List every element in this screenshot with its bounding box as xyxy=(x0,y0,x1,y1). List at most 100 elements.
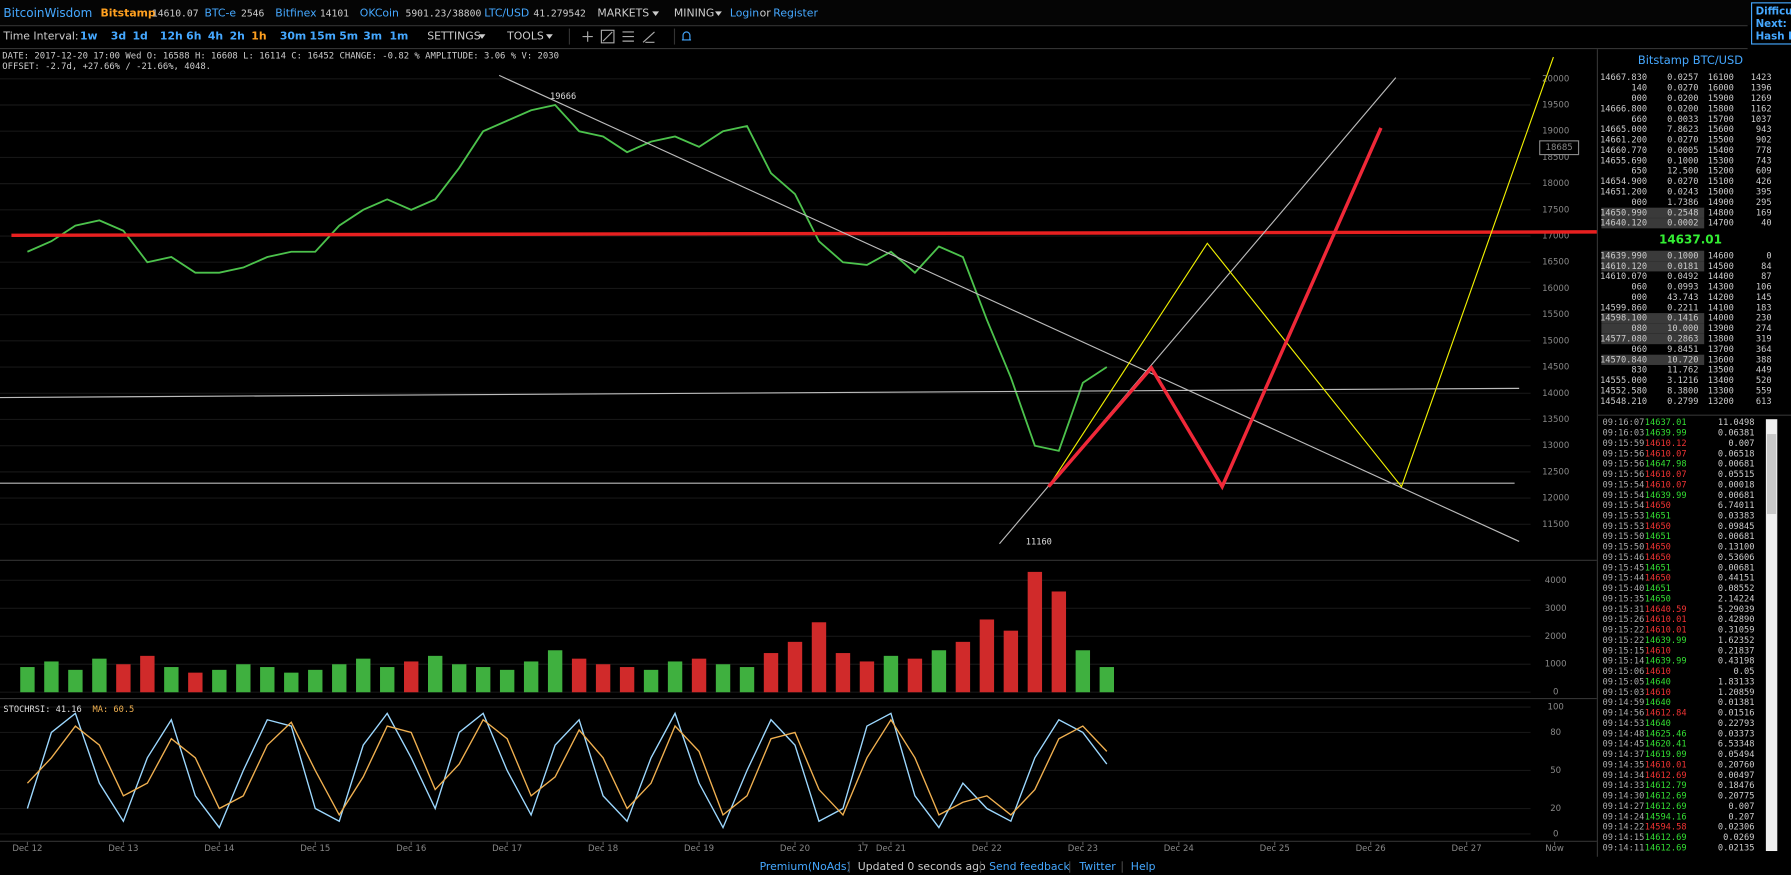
trade-time: 09:15:53 xyxy=(1603,522,1645,532)
trade-time: 09:15:22 xyxy=(1603,626,1645,636)
trade-price: 14594.58 xyxy=(1645,823,1687,833)
book-price: 060 xyxy=(1631,345,1647,355)
book-amount: 0.0005 xyxy=(1667,146,1698,156)
interval-button[interactable]: 30m xyxy=(280,30,306,43)
volume-bar xyxy=(955,641,971,693)
interval-button[interactable]: 1m xyxy=(389,30,408,43)
x-tick-label: Dec 25 xyxy=(1260,844,1290,854)
interval-group: 1w 3d 1d 12h 6h 4h 2h 1h 30m 15m 5m 3m 1m xyxy=(80,30,408,43)
book-level: 15900 xyxy=(1708,94,1734,104)
interval-button[interactable]: 3m xyxy=(363,30,382,43)
trade-price: 14610.01 xyxy=(1645,615,1687,625)
trade-price: 14610.07 xyxy=(1645,480,1687,490)
draw-tool-icon[interactable] xyxy=(642,31,655,43)
trade-time: 09:15:53 xyxy=(1603,511,1645,521)
or-text: or xyxy=(760,7,772,20)
book-price: 14655.690 xyxy=(1600,156,1647,166)
footer-link[interactable]: Premium(NoAds) xyxy=(760,860,851,873)
trade-price: 14612.69 xyxy=(1645,843,1687,853)
line-tool-icon[interactable] xyxy=(600,29,615,44)
volume-bar xyxy=(835,653,851,693)
ticker-name[interactable]: Bitfinex xyxy=(275,7,317,20)
ticker-name[interactable]: OKCoin xyxy=(360,7,399,20)
scrollbar-thumb[interactable] xyxy=(1767,434,1777,515)
interval-button[interactable]: 1w xyxy=(80,30,98,43)
book-total: 902 xyxy=(1756,136,1772,146)
trade-time: 09:15:50 xyxy=(1603,532,1645,542)
volume-bar xyxy=(1051,591,1067,693)
menu[interactable]: MINING xyxy=(674,7,714,20)
interval-button[interactable]: 1d xyxy=(132,30,147,43)
y-tick-label: 11500 xyxy=(1542,520,1569,530)
brand[interactable]: BitcoinWisdom xyxy=(3,6,92,20)
ticker-name[interactable]: Bitstamp xyxy=(101,7,156,20)
y-tick-label: 16000 xyxy=(1542,284,1569,294)
x-tick-label: 17 xyxy=(858,844,869,854)
ticker-name[interactable]: LTC/USD xyxy=(484,7,529,20)
trade-amount: 0.007 xyxy=(1728,439,1754,449)
volume-bar xyxy=(1075,650,1091,693)
row-highlight xyxy=(1601,261,1705,272)
fib-tool-icon[interactable] xyxy=(622,31,634,42)
register-link[interactable]: Register xyxy=(773,7,818,20)
trade-amount: 1.20859 xyxy=(1718,688,1755,698)
book-level: 15100 xyxy=(1708,177,1734,187)
legend-entry: STOCHRSI: 41.16 xyxy=(3,705,81,715)
y-tick-label: 3000 xyxy=(1545,604,1567,614)
footer-link[interactable]: Send feedback xyxy=(989,860,1070,873)
alert-icon[interactable] xyxy=(681,31,692,41)
trade-amount: 0.00018 xyxy=(1718,480,1755,490)
trade-time: 09:14:27 xyxy=(1603,802,1645,812)
interval-button[interactable]: 12h xyxy=(160,30,183,43)
row-highlight xyxy=(1601,250,1705,262)
trade-amount: 0.43198 xyxy=(1718,657,1755,667)
book-amount: 0.0200 xyxy=(1667,104,1698,114)
book-amount: 7.8623 xyxy=(1667,125,1698,135)
interval-button[interactable]: 1h xyxy=(251,30,266,43)
interval-button[interactable]: 2h xyxy=(230,30,245,43)
trade-amount: 0.02306 xyxy=(1718,823,1755,833)
book-price: 000 xyxy=(1631,198,1647,208)
trade-time: 09:14:59 xyxy=(1603,698,1645,708)
book-price: 14548.210 xyxy=(1600,397,1647,407)
volume-bar xyxy=(188,672,203,693)
ticker-name[interactable]: BTC-e xyxy=(204,7,236,20)
order-book: 14667.830 0.0257 16100 1423 140 0.0270 16000 13… xyxy=(1600,73,1772,407)
book-price: 14661.200 xyxy=(1600,136,1647,146)
interval-button[interactable]: 4h xyxy=(208,30,223,43)
interval-button[interactable]: 15m xyxy=(310,30,336,43)
ticker-price: 41.279542 xyxy=(533,9,586,20)
y-tick-label: 16500 xyxy=(1542,258,1569,268)
trade-price: 14620.41 xyxy=(1645,740,1687,750)
footer-link[interactable]: Help xyxy=(1131,860,1156,873)
scrollbar[interactable] xyxy=(1765,419,1778,852)
ticker-price: 2546 xyxy=(241,9,264,20)
trade-amount: 0.00681 xyxy=(1718,460,1755,470)
book-amount: 0.0993 xyxy=(1667,283,1698,293)
trade-price: 14640 xyxy=(1645,698,1671,708)
trade-time: 09:16:07 xyxy=(1603,418,1645,428)
book-price: 14667.830 xyxy=(1600,73,1647,83)
book-total: 778 xyxy=(1756,146,1772,156)
interval-button[interactable]: 5m xyxy=(339,30,358,43)
price-line xyxy=(27,103,1108,452)
book-level: 13200 xyxy=(1708,397,1734,407)
book-price: 14665.000 xyxy=(1600,125,1647,135)
tools-menu[interactable]: TOOLS xyxy=(506,30,544,43)
login-link[interactable]: Login xyxy=(730,7,759,20)
trade-time: 09:14:30 xyxy=(1603,792,1645,802)
interval-button[interactable]: 6h xyxy=(186,30,201,43)
trade-time: 09:14:45 xyxy=(1603,740,1645,750)
crosshair-icon[interactable] xyxy=(582,31,593,42)
tool-icons[interactable] xyxy=(582,29,692,44)
interval-button[interactable]: 3d xyxy=(111,30,126,43)
y-tick-label: 4000 xyxy=(1545,576,1567,586)
footer-link[interactable]: Twitter xyxy=(1078,860,1116,873)
book-total: 364 xyxy=(1756,345,1772,355)
menu[interactable]: MARKETS xyxy=(597,7,649,20)
book-total: 1269 xyxy=(1751,94,1772,104)
volume-bar xyxy=(68,669,83,693)
cursor-price-box xyxy=(1539,140,1580,156)
settings-menu[interactable]: SETTINGS xyxy=(427,30,481,43)
trade-price: 14640.59 xyxy=(1645,605,1687,615)
